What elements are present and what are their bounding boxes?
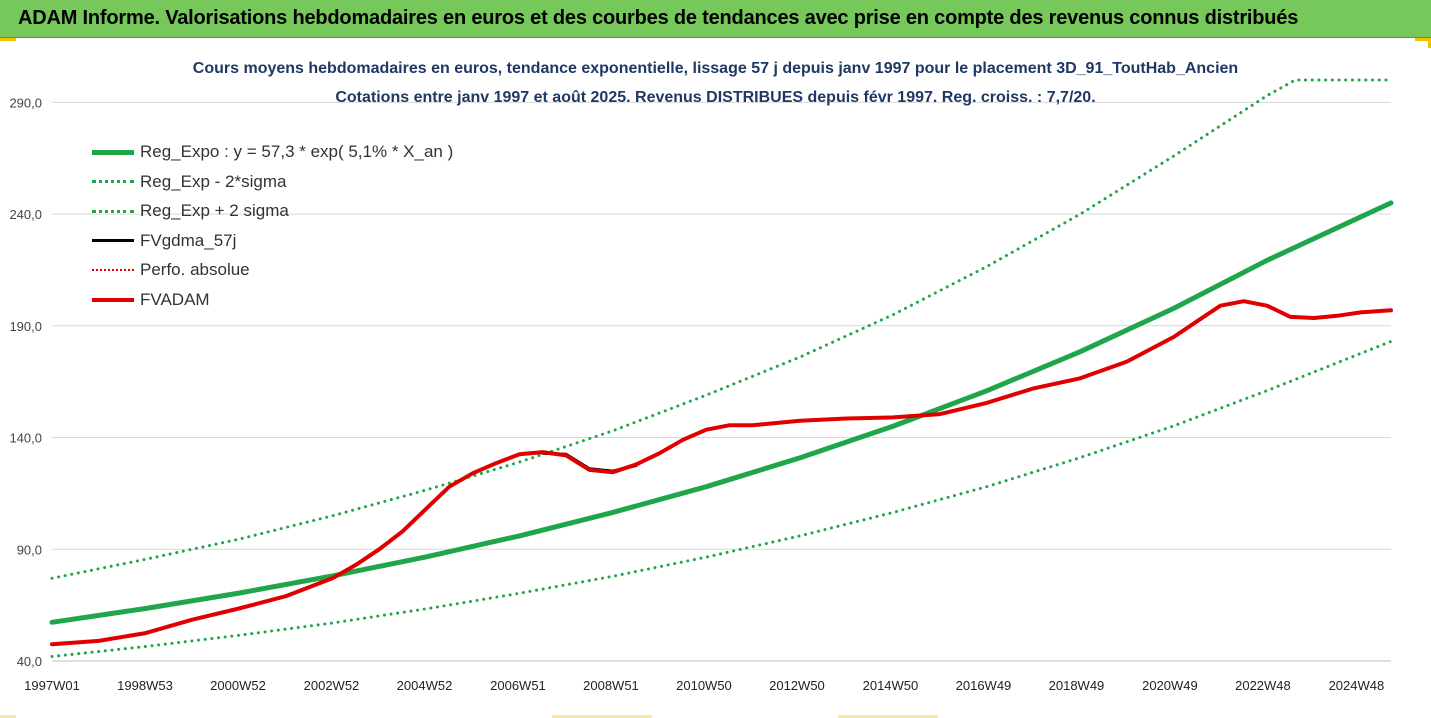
legend-label: Reg_Exp - 2*sigma (140, 171, 287, 191)
chart-plot: 40,0 90,0 140,0 190,0 240,0 290,0 1997W01 1998W… (9, 78, 1394, 693)
page-title: ADAM Informe. Valorisations hebdomadaire… (18, 7, 1299, 29)
x-tick-label: 2020W49 (1142, 678, 1198, 693)
x-tick-label: 2024W48 (1329, 678, 1385, 693)
corner-mark-bottom-right (838, 715, 938, 718)
legend-swatch (92, 269, 134, 271)
legend-label: FVgdma_57j (140, 230, 237, 250)
x-tick-label: 2008W51 (583, 678, 639, 693)
y-tick-label: 40,0 (17, 654, 42, 669)
x-tick-label: 2018W49 (1049, 678, 1105, 693)
x-tick-label: 2010W50 (676, 678, 732, 693)
series-line-6 (50, 299, 1393, 647)
x-tick-label: 2002W52 (304, 678, 360, 693)
legend-label: FVADAM (140, 289, 210, 309)
series-line-1 (49, 200, 1394, 625)
x-tick-label: 2004W52 (397, 678, 453, 693)
corner-mark-top-right (1415, 38, 1431, 41)
x-tick-label: 2022W48 (1235, 678, 1291, 693)
legend-swatch (92, 297, 134, 302)
legend-label: Perfo. absolue (140, 260, 250, 279)
x-tick-label: 1997W01 (24, 678, 80, 693)
series-line-3 (50, 78, 1393, 580)
y-tick-label: 140,0 (9, 431, 42, 446)
x-tick-label: 1998W53 (117, 678, 173, 693)
x-tick-label: 2006W51 (490, 678, 546, 693)
legend-label: Reg_Expo : y = 57,3 * exp( 5,1% * X_an ) (140, 142, 454, 161)
legend-swatch (92, 209, 134, 213)
corner-mark-bottom-center (552, 715, 652, 718)
series-line-2 (50, 339, 1393, 658)
header-banner: ADAM Informe. Valorisations hebdomadaire… (0, 0, 1431, 38)
x-tick-label: 2016W49 (956, 678, 1012, 693)
y-tick-label: 90,0 (17, 542, 42, 557)
chart-area: 40,0 90,0 140,0 190,0 240,0 290,0 1997W01 1998W… (0, 38, 1431, 718)
legend-swatch (92, 149, 134, 155)
chart-title: Cours moyens hebdomadaires en euros, ten… (192, 60, 1239, 77)
corner-mark-top-right-vertical (1428, 38, 1431, 48)
x-tick-label: 2000W52 (210, 678, 266, 693)
y-tick-label: 240,0 (9, 207, 42, 222)
legend-label: Reg_Exp + 2 sigma (140, 201, 289, 220)
corner-mark-top-left (0, 38, 16, 41)
y-tick-label: 290,0 (9, 95, 42, 110)
corner-mark-bottom-left (0, 715, 16, 718)
legend-swatch (92, 239, 134, 242)
chart-subtitle: Cotations entre janv 1997 et août 2025. … (335, 89, 1096, 106)
x-tick-label: 2014W50 (863, 678, 919, 693)
x-tick-label: 2012W50 (769, 678, 825, 693)
y-tick-label: 190,0 (9, 319, 42, 334)
legend-swatch (92, 180, 134, 183)
